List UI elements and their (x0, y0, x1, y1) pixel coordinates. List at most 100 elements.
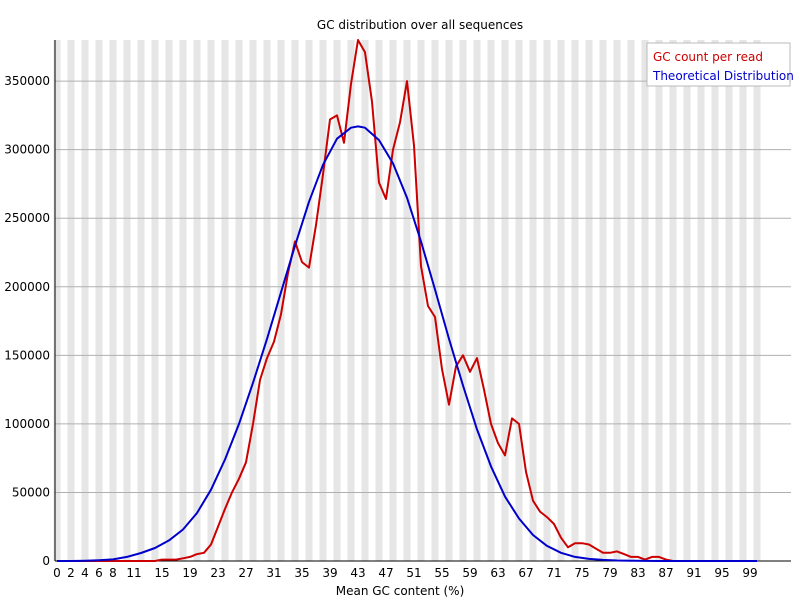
grid-band (403, 40, 411, 561)
grid-band (165, 40, 173, 561)
x-tick-label: 4 (81, 566, 89, 580)
x-tick-label: 11 (126, 566, 141, 580)
x-tick-label: 6 (95, 566, 103, 580)
grid-band (445, 40, 453, 561)
grid-band (571, 40, 579, 561)
y-axis-ticks: 0 50000 100000 150000 200000 250000 300000 3500… (4, 74, 50, 568)
legend: GC count per read Theoretical Distributi… (646, 42, 794, 87)
grid-band (361, 40, 369, 561)
grid-band (333, 40, 341, 561)
grid-band (683, 40, 691, 561)
x-tick-label: 47 (378, 566, 393, 580)
grid-band (291, 40, 299, 561)
grid-band (277, 40, 285, 561)
x-tick-label: 19 (182, 566, 197, 580)
x-tick-label: 39 (322, 566, 337, 580)
grid-band (179, 40, 187, 561)
grid-band (417, 40, 425, 561)
y-tick-label: 100000 (4, 417, 50, 431)
x-tick-label: 79 (602, 566, 617, 580)
legend-item-gc-count: GC count per read (653, 50, 763, 64)
chart-title: GC distribution over all sequences (317, 18, 523, 32)
x-tick-label: 55 (434, 566, 449, 580)
legend-item-theoretical: Theoretical Distribution (652, 69, 794, 83)
grid-band (207, 40, 215, 561)
grid-band (501, 40, 509, 561)
x-axis-ticks: 0 2 4 6 8 11 15 19 23 27 31 35 39 43 47 51 55 59 63 67 71 75 7… (53, 566, 757, 580)
y-tick-label: 300000 (4, 143, 50, 157)
grid-bands (53, 40, 761, 561)
grid-band (613, 40, 621, 561)
x-tick-label: 43 (350, 566, 365, 580)
y-tick-label: 350000 (4, 74, 50, 88)
x-tick-label: 15 (154, 566, 169, 580)
grid-band (487, 40, 495, 561)
x-tick-label: 2 (67, 566, 75, 580)
x-tick-label: 71 (546, 566, 561, 580)
grid-band (221, 40, 229, 561)
y-tick-label: 150000 (4, 348, 50, 362)
grid-band (151, 40, 159, 561)
grid-band (249, 40, 257, 561)
grid-band (585, 40, 593, 561)
series-lines (57, 39, 757, 562)
grid-band (305, 40, 313, 561)
grid-band (319, 40, 327, 561)
x-tick-label: 63 (490, 566, 505, 580)
grid-band (263, 40, 271, 561)
grid-band (515, 40, 523, 561)
x-tick-label: 83 (630, 566, 645, 580)
y-tick-label: 50000 (12, 485, 50, 499)
x-tick-label: 27 (238, 566, 253, 580)
grid-band (627, 40, 635, 561)
grid-band (739, 40, 747, 561)
legend-box (646, 42, 791, 87)
grid-band (67, 40, 75, 561)
grid-band (53, 40, 61, 561)
grid-band (95, 40, 103, 561)
series-line-theoretical (57, 125, 757, 562)
grid-band (725, 40, 733, 561)
grid-band (711, 40, 719, 561)
x-tick-label: 67 (518, 566, 533, 580)
x-axis-label: Mean GC content (%) (336, 584, 465, 598)
grid-band (431, 40, 439, 561)
grid-band (557, 40, 565, 561)
grid-band (123, 40, 131, 561)
grid-band (655, 40, 663, 561)
x-tick-label: 35 (294, 566, 309, 580)
grid-band (459, 40, 467, 561)
grid-band (137, 40, 145, 561)
grid-band (375, 40, 383, 561)
x-tick-label: 23 (210, 566, 225, 580)
grid-band (235, 40, 243, 561)
grid-band (473, 40, 481, 561)
grid-band (669, 40, 677, 561)
x-tick-label: 87 (658, 566, 673, 580)
grid-band (697, 40, 705, 561)
grid-band (81, 40, 89, 561)
grid-band (641, 40, 649, 561)
x-tick-label: 99 (742, 566, 757, 580)
grid-band (753, 40, 761, 561)
grid-band (109, 40, 117, 561)
x-tick-label: 8 (109, 566, 117, 580)
y-tick-label: 200000 (4, 280, 50, 294)
grid-band (599, 40, 607, 561)
x-tick-label: 0 (53, 566, 61, 580)
x-tick-label: 95 (714, 566, 729, 580)
series-line-gc-count (57, 39, 757, 562)
x-tick-label: 91 (686, 566, 701, 580)
grid-band (347, 40, 355, 561)
x-tick-label: 75 (574, 566, 589, 580)
y-tick-label: 0 (42, 554, 50, 568)
grid-band (529, 40, 537, 561)
x-tick-label: 51 (406, 566, 421, 580)
grid-band (389, 40, 397, 561)
y-tick-label: 250000 (4, 211, 50, 225)
x-tick-label: 31 (266, 566, 281, 580)
grid-band (193, 40, 201, 561)
grid-band (543, 40, 551, 561)
x-tick-label: 59 (462, 566, 477, 580)
